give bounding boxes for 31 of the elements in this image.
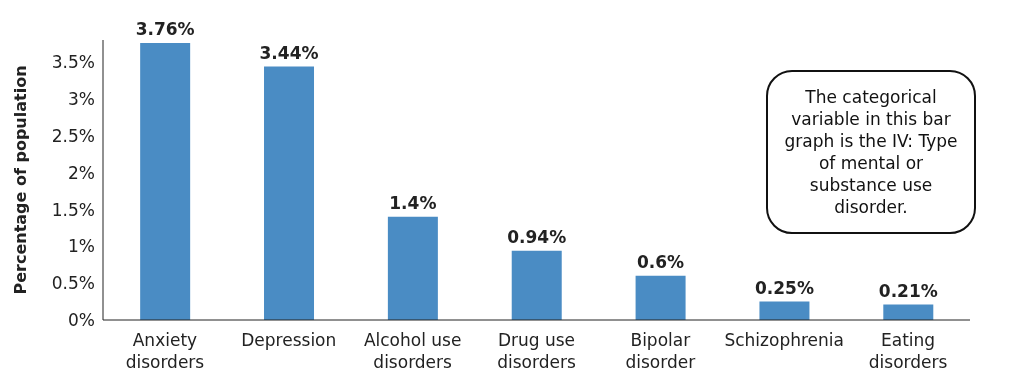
y-tick-label: 3.5%	[51, 52, 95, 73]
y-axis-title: Percentage of population	[10, 65, 30, 295]
y-tick-label: 3%	[68, 88, 95, 109]
y-tick-label: 0.5%	[51, 273, 95, 294]
y-tick-label: 0%	[68, 310, 95, 331]
data-label: 0.21%	[878, 280, 938, 301]
data-label: 0.25%	[754, 277, 814, 298]
bar	[264, 66, 315, 320]
x-tick-label: Anxiety disorders	[125, 330, 205, 372]
bar	[635, 275, 686, 320]
bar	[883, 304, 934, 320]
data-label: 3.44%	[259, 42, 319, 63]
bar	[759, 301, 810, 320]
y-tick-label: 1.5%	[51, 199, 95, 220]
data-label: 0.6%	[637, 251, 685, 272]
y-tick-label: 1%	[68, 236, 95, 257]
bar	[511, 250, 562, 320]
x-tick-label: Eating disorders	[868, 330, 948, 372]
data-label: 0.94%	[507, 226, 567, 247]
x-tick-label: Drug use disorders	[497, 330, 576, 372]
annotation: The categorical variable in this bar graph is the IV: Type of mental or substance use disorder.	[766, 70, 976, 234]
x-tick-label: Depression	[241, 330, 337, 350]
bar	[387, 216, 438, 320]
x-tick-label: Schizophrenia	[724, 330, 844, 350]
y-tick-label: 2.5%	[51, 125, 95, 146]
y-tick-label: 2%	[68, 162, 95, 183]
x-tick-label: Alcohol use disorders	[363, 330, 462, 372]
data-label: 3.76%	[135, 18, 195, 39]
bar	[140, 42, 191, 320]
data-label: 1.4%	[389, 192, 437, 213]
x-tick-label: Bipolar disorder	[625, 330, 696, 372]
